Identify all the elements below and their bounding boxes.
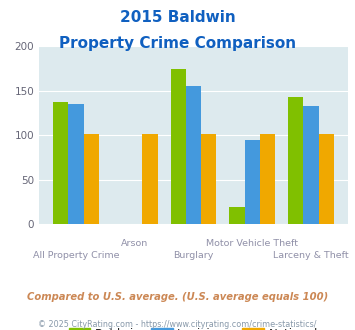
- Bar: [303, 106, 318, 224]
- Text: All Property Crime: All Property Crime: [33, 251, 119, 260]
- Bar: [53, 102, 69, 224]
- Text: Arson: Arson: [121, 239, 148, 248]
- Text: Compared to U.S. average. (U.S. average equals 100): Compared to U.S. average. (U.S. average …: [27, 292, 328, 302]
- Text: © 2025 CityRating.com - https://www.cityrating.com/crime-statistics/: © 2025 CityRating.com - https://www.city…: [38, 320, 317, 329]
- Bar: [84, 134, 99, 224]
- Text: 2015 Baldwin: 2015 Baldwin: [120, 10, 235, 25]
- Bar: [69, 104, 84, 224]
- Text: Motor Vehicle Theft: Motor Vehicle Theft: [206, 239, 298, 248]
- Bar: [229, 207, 245, 224]
- Legend: Baldwin, Louisiana, National: Baldwin, Louisiana, National: [64, 323, 323, 330]
- Bar: [201, 134, 217, 224]
- Bar: [142, 134, 158, 224]
- Text: Property Crime Comparison: Property Crime Comparison: [59, 36, 296, 51]
- Bar: [245, 140, 260, 224]
- Bar: [186, 86, 201, 224]
- Bar: [260, 134, 275, 224]
- Bar: [318, 134, 334, 224]
- Text: Larceny & Theft: Larceny & Theft: [273, 251, 349, 260]
- Bar: [288, 97, 303, 224]
- Text: Burglary: Burglary: [173, 251, 214, 260]
- Bar: [170, 69, 186, 224]
